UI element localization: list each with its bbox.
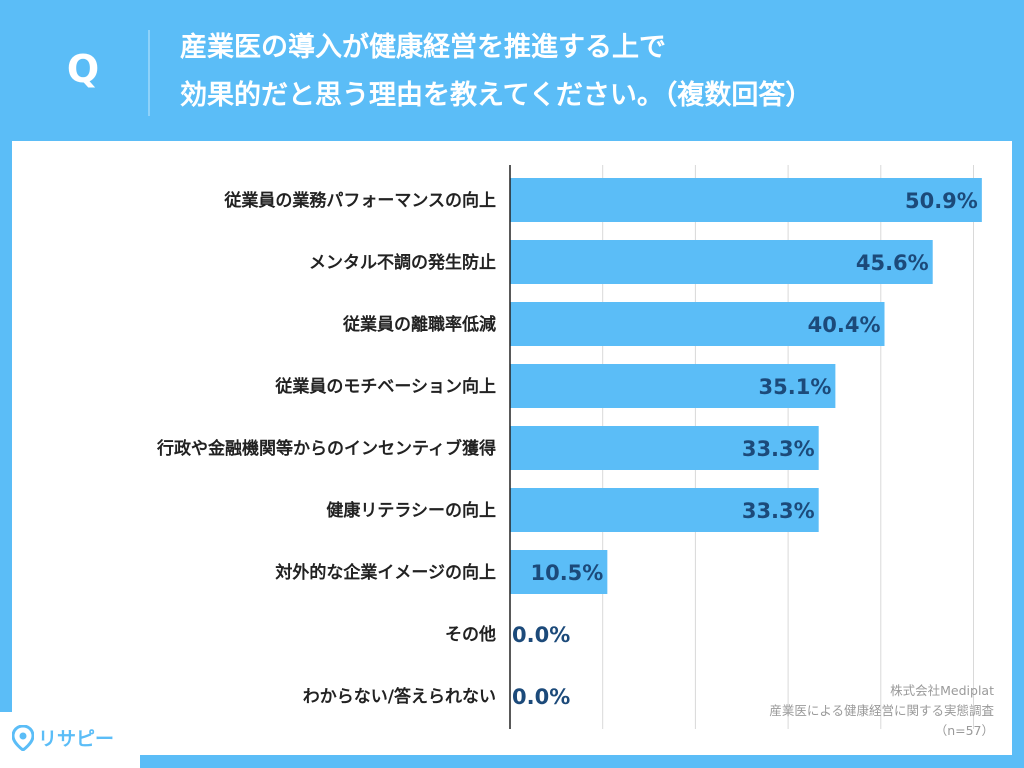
category-label: 健康リテラシーの向上 [326, 500, 496, 521]
category-label: わからない/答えられない [303, 686, 496, 707]
category-label: 従業員の業務パフォーマンスの向上 [223, 190, 496, 211]
source-sample: （n=57） [934, 723, 994, 738]
bar [510, 488, 819, 532]
category-label: メンタル不調の発生防止 [309, 252, 496, 273]
bar [510, 302, 885, 346]
bar [510, 178, 982, 222]
location-pin-icon [12, 724, 34, 751]
bar [510, 426, 819, 470]
value-label: 45.6% [856, 251, 929, 275]
category-label: その他 [445, 624, 496, 645]
value-label: 33.3% [742, 437, 815, 461]
value-label: 50.9% [905, 189, 978, 213]
category-label: 従業員の離職率低減 [342, 314, 496, 335]
brand-logo: リサピー [0, 712, 140, 768]
logo-text: リサピー [38, 728, 115, 750]
source-company: 株式会社Mediplat [890, 683, 994, 698]
source-note: 株式会社Mediplat 産業医による健康経営に関する実態調査 （n=57） [769, 681, 994, 741]
source-survey: 産業医による健康経営に関する実態調査 [769, 703, 994, 718]
header-divider [148, 30, 150, 116]
bar [510, 550, 608, 594]
chart-panel: 従業員の業務パフォーマンスの向上 50.9% メンタル不調の発生防止 45.6% 従業員… [12, 141, 1012, 755]
value-label: 33.3% [742, 499, 815, 523]
title-line-2: 効果的だと思う理由を教えてください。（複数回答） [180, 80, 813, 111]
header: Q 産業医の導入が健康経営を推進する上で 効果的だと思う理由を教えてください。（… [0, 0, 1024, 140]
value-label: 40.4% [808, 313, 881, 337]
bar [510, 240, 933, 284]
category-label: 対外的な企業イメージの向上 [274, 562, 496, 583]
value-label: 0.0% [512, 623, 570, 647]
bar-chart: 従業員の業務パフォーマンスの向上 50.9% メンタル不調の発生防止 45.6% 従業員… [156, 165, 982, 729]
title-line-1: 産業医の導入が健康経営を推進する上で [180, 32, 666, 63]
category-label: 行政や金融機関等からのインセンティブ獲得 [156, 438, 496, 459]
category-label: 従業員のモチベーション向上 [274, 376, 496, 397]
value-label: 0.0% [512, 685, 570, 709]
value-label: 35.1% [759, 375, 832, 399]
question-mark-icon: Q [66, 47, 100, 91]
value-label: 10.5% [530, 561, 603, 585]
bar [510, 364, 836, 408]
page-title: 産業医の導入が健康経営を推進する上で 効果的だと思う理由を教えてください。（複数… [180, 24, 1000, 120]
